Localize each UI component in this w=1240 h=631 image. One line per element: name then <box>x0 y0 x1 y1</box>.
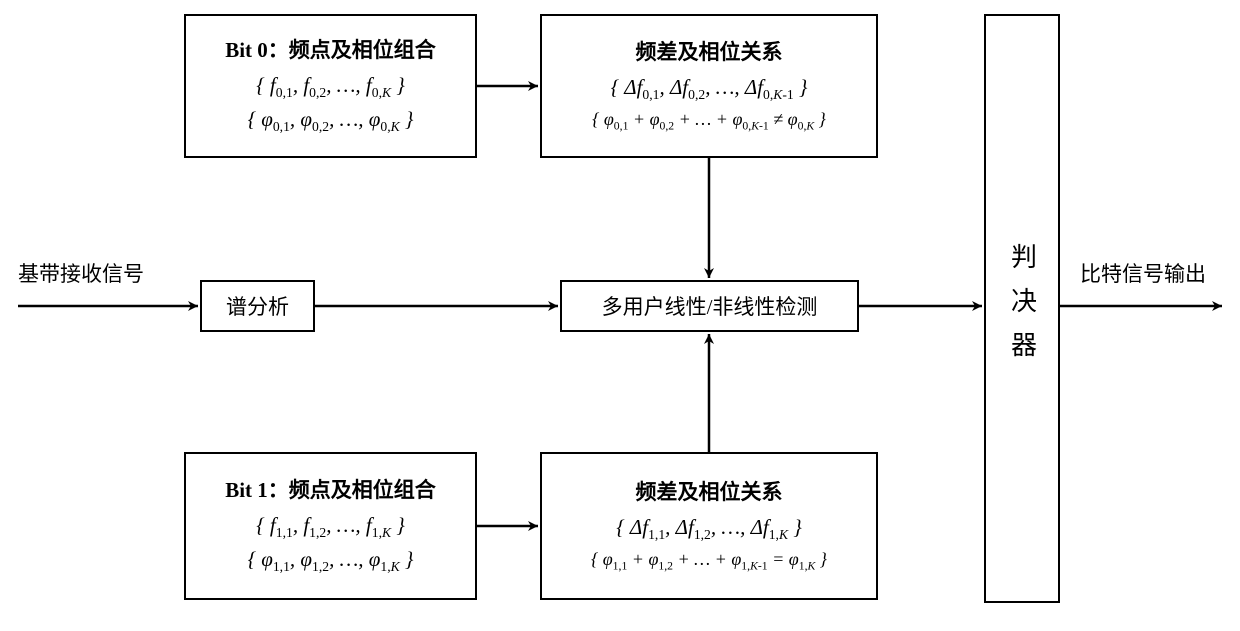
bit0-row-phi: { φ0,1, φ0,2, …, φ0,K } <box>248 106 414 136</box>
detect-box: 多用户线性/非线性检测 <box>560 280 859 332</box>
spectrum-box: 谱分析 <box>200 280 315 332</box>
judge-box: 判决器 <box>984 14 1060 603</box>
input-label: 基带接收信号 <box>18 258 144 288</box>
detect-title: 多用户线性/非线性检测 <box>602 291 818 321</box>
bit1-box: Bit 1：频点及相位组合 { f1,1, f1,2, …, f1,K } { … <box>184 452 477 600</box>
output-label: 比特信号输出 <box>1080 258 1206 288</box>
rel1-box: 频差及相位关系 { Δf1,1, Δf1,2, …, Δf1,K } { φ1,… <box>540 452 878 600</box>
bit0-row-f: { f0,1, f0,2, …, f0,K } <box>256 72 405 102</box>
rel1-row-df: { Δf1,1, Δf1,2, …, Δf1,K } <box>616 514 801 544</box>
bit1-title: Bit 1：频点及相位组合 <box>225 474 436 504</box>
bit0-title: Bit 0：频点及相位组合 <box>225 34 436 64</box>
rel1-row-phi: { φ1,1 + φ1,2 + … + φ1,K-1 = φ1,K } <box>591 548 827 574</box>
rel0-title: 频差及相位关系 <box>636 36 783 66</box>
bit1-row-f: { f1,1, f1,2, …, f1,K } <box>256 512 405 542</box>
bit1-row-phi: { φ1,1, φ1,2, …, φ1,K } <box>248 546 414 576</box>
judge-title: 判决器 <box>1004 243 1041 375</box>
rel1-title: 频差及相位关系 <box>636 476 783 506</box>
spectrum-title: 谱分析 <box>226 291 289 321</box>
bit0-box: Bit 0：频点及相位组合 { f0,1, f0,2, …, f0,K } { … <box>184 14 477 158</box>
rel0-box: 频差及相位关系 { Δf0,1, Δf0,2, …, Δf0,K-1 } { φ… <box>540 14 878 158</box>
rel0-row-phi: { φ0,1 + φ0,2 + … + φ0,K-1 ≠ φ0,K } <box>592 108 826 134</box>
rel0-row-df: { Δf0,1, Δf0,2, …, Δf0,K-1 } <box>611 74 808 104</box>
